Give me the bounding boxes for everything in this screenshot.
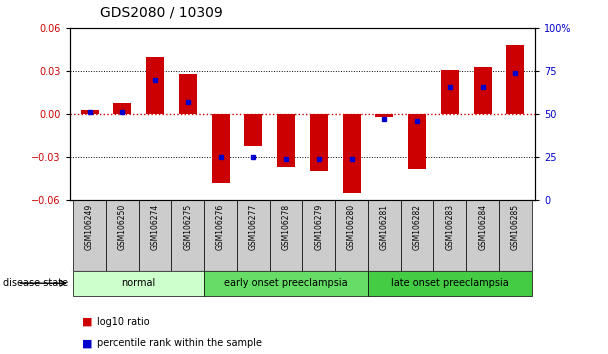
Bar: [310, 114, 328, 171]
FancyBboxPatch shape: [237, 200, 270, 271]
Text: log10 ratio: log10 ratio: [97, 317, 150, 327]
Bar: [506, 46, 524, 114]
Text: GSM106278: GSM106278: [282, 204, 291, 250]
Text: percentile rank within the sample: percentile rank within the sample: [97, 338, 262, 348]
FancyBboxPatch shape: [368, 200, 401, 271]
FancyBboxPatch shape: [204, 271, 368, 296]
Bar: [474, 67, 492, 114]
FancyBboxPatch shape: [171, 200, 204, 271]
Text: GSM106285: GSM106285: [511, 204, 520, 250]
Bar: [342, 114, 361, 193]
Bar: [375, 114, 393, 117]
Text: GSM106276: GSM106276: [216, 204, 225, 250]
Text: ■: ■: [82, 317, 92, 327]
Bar: [179, 74, 197, 114]
FancyBboxPatch shape: [302, 200, 335, 271]
Text: early onset preeclampsia: early onset preeclampsia: [224, 278, 348, 288]
Bar: [244, 114, 263, 145]
Text: GSM106277: GSM106277: [249, 204, 258, 250]
FancyBboxPatch shape: [368, 271, 532, 296]
Bar: [146, 57, 164, 114]
FancyBboxPatch shape: [106, 200, 139, 271]
Text: GSM106274: GSM106274: [151, 204, 159, 250]
Bar: [441, 70, 459, 114]
Bar: [212, 114, 230, 183]
FancyBboxPatch shape: [73, 200, 106, 271]
Bar: [81, 110, 98, 114]
FancyBboxPatch shape: [270, 200, 302, 271]
Bar: [277, 114, 295, 167]
Text: GSM106282: GSM106282: [413, 204, 421, 250]
Text: GSM106281: GSM106281: [380, 204, 389, 250]
FancyBboxPatch shape: [499, 200, 532, 271]
Text: ■: ■: [82, 338, 92, 348]
FancyBboxPatch shape: [204, 200, 237, 271]
Text: GSM106279: GSM106279: [314, 204, 323, 250]
FancyBboxPatch shape: [434, 200, 466, 271]
Text: GSM106283: GSM106283: [446, 204, 454, 250]
FancyBboxPatch shape: [139, 200, 171, 271]
Text: normal: normal: [122, 278, 156, 288]
Text: late onset preeclampsia: late onset preeclampsia: [391, 278, 509, 288]
Text: GSM106250: GSM106250: [118, 204, 127, 250]
Text: GSM106275: GSM106275: [184, 204, 192, 250]
FancyBboxPatch shape: [466, 200, 499, 271]
FancyBboxPatch shape: [401, 200, 434, 271]
Bar: [408, 114, 426, 169]
Text: GDS2080 / 10309: GDS2080 / 10309: [100, 5, 223, 19]
Text: GSM106249: GSM106249: [85, 204, 94, 250]
Text: disease state: disease state: [3, 278, 68, 288]
Bar: [113, 103, 131, 114]
FancyBboxPatch shape: [73, 271, 204, 296]
Text: GSM106284: GSM106284: [478, 204, 487, 250]
FancyBboxPatch shape: [335, 200, 368, 271]
Text: GSM106280: GSM106280: [347, 204, 356, 250]
